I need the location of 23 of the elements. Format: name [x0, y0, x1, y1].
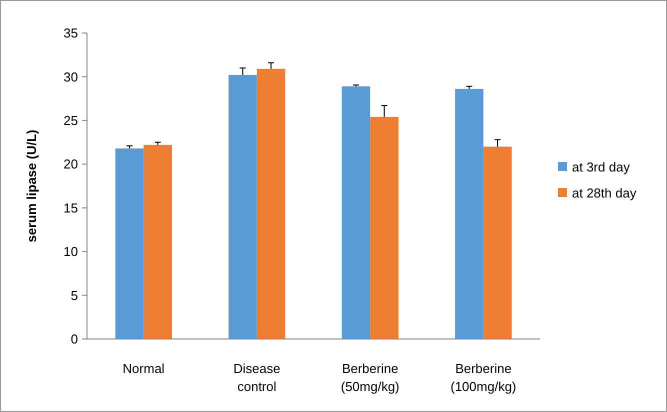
y-tick-label: 35: [64, 26, 78, 41]
y-tick-label: 0: [70, 332, 78, 347]
x-tick-label: Disease control: [233, 361, 280, 394]
bar: [115, 148, 144, 339]
y-tick-label: 20: [64, 156, 78, 172]
x-tick-label: Berberine (50mg/kg): [340, 361, 400, 394]
legend-label: at 3rd day: [572, 160, 630, 175]
bar: [144, 144, 172, 339]
y-axis-title: serum lipase (U/L): [24, 130, 39, 242]
y-tick-label: 25: [64, 112, 78, 128]
bar: [256, 68, 286, 339]
y-tick-label: 30: [64, 69, 78, 84]
x-tick-label: Normal: [122, 361, 165, 376]
bar: [370, 116, 398, 339]
bar: [455, 88, 484, 339]
legend-label: at 28th day: [572, 186, 637, 201]
bar: [483, 146, 512, 339]
y-tick-label: 15: [64, 200, 78, 216]
y-tick-label: 5: [70, 288, 78, 303]
y-tick-label: 10: [64, 244, 78, 260]
bar: [342, 86, 370, 339]
x-tick-label: Berberine (100mg/kg): [450, 361, 516, 394]
bar: [228, 74, 257, 339]
